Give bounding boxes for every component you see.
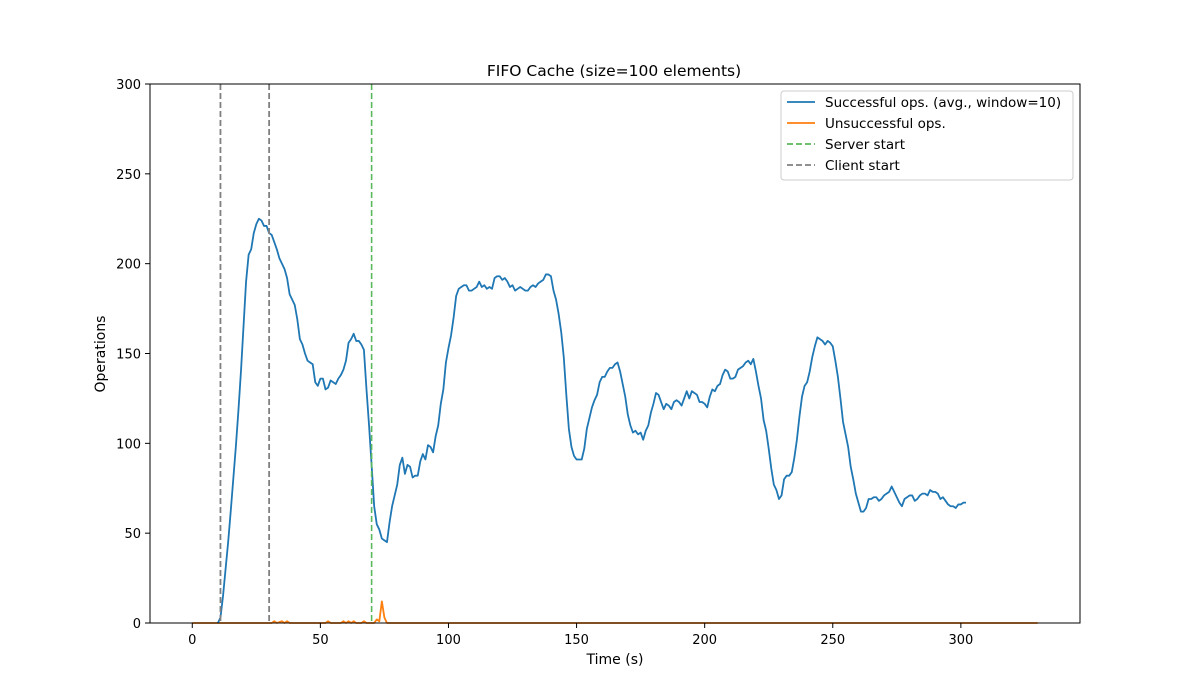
legend-client-start-label: Client start bbox=[825, 158, 900, 174]
y-tick-label: 300 bbox=[116, 78, 141, 93]
y-axis-label: Operations bbox=[93, 316, 109, 393]
legend-unsuccessful-label: Unsuccessful ops. bbox=[825, 116, 946, 132]
legend-frame bbox=[780, 90, 1074, 181]
x-tick-label: 150 bbox=[564, 633, 589, 648]
chart-title: FIFO Cache (size=100 elements) bbox=[487, 62, 741, 80]
x-tick-label: 250 bbox=[820, 633, 845, 648]
x-tick-label: 0 bbox=[188, 633, 196, 648]
plot-area bbox=[192, 84, 1038, 624]
x-tick-label: 300 bbox=[948, 633, 973, 648]
x-tick-label: 100 bbox=[436, 633, 461, 648]
legend-successful-label: Successful ops. (avg., window=10) bbox=[825, 95, 1061, 111]
y-tick-label: 100 bbox=[116, 437, 141, 452]
y-tick-label: 150 bbox=[116, 348, 141, 363]
y-tick-label: 250 bbox=[116, 168, 141, 183]
y-tick-label: 200 bbox=[116, 258, 141, 273]
axes-frame bbox=[149, 83, 1081, 624]
y-tick-label: 0 bbox=[133, 617, 141, 632]
legend-server-start-label: Server start bbox=[825, 137, 905, 153]
x-tick-label: 200 bbox=[692, 633, 717, 648]
series-successful-line bbox=[217, 217, 966, 624]
series-unsuccessful-line bbox=[192, 600, 1038, 624]
y-tick-label: 50 bbox=[124, 527, 141, 542]
y-axis-ticks: 0 50 100 150 200 250 300 bbox=[116, 78, 150, 632]
x-axis-ticks: 0 50 100 150 200 250 300 bbox=[188, 623, 973, 648]
x-axis-label: Time (s) bbox=[586, 652, 644, 668]
legend: Successful ops. (avg., window=10) Unsucce… bbox=[780, 90, 1074, 181]
x-tick-label: 50 bbox=[312, 633, 329, 648]
